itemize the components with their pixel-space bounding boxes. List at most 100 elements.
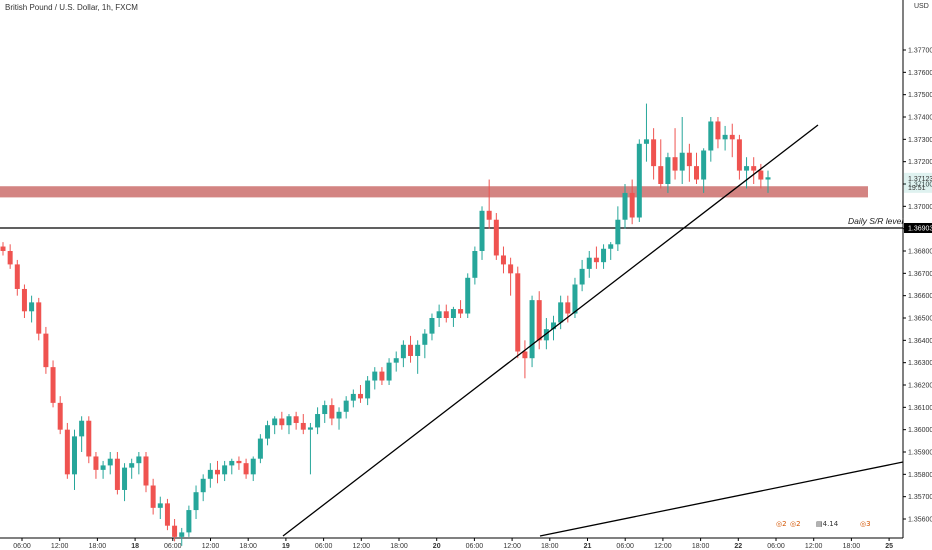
candle-body <box>315 414 321 428</box>
candle-body <box>715 121 721 140</box>
candle-body <box>329 405 335 419</box>
candle-body <box>179 532 185 537</box>
candle-body <box>558 302 564 323</box>
candle-body <box>343 400 349 412</box>
x-tick-label: 06:00 <box>616 543 634 550</box>
candle-body <box>186 510 192 533</box>
candle-body <box>658 166 664 184</box>
x-tick-label: 18:00 <box>541 543 559 550</box>
candle-body <box>21 288 27 312</box>
y-tick-label: 1.36500 <box>908 316 932 323</box>
candle-body <box>601 248 607 263</box>
candle-body <box>736 139 742 171</box>
candle-body <box>536 300 542 341</box>
x-tick-label: 12:00 <box>805 543 823 550</box>
candle-body <box>522 351 528 359</box>
x-tick-label: 18:00 <box>89 543 107 550</box>
y-tick-label: 1.37200 <box>908 159 932 166</box>
currency-label: USD <box>914 3 929 10</box>
x-tick-label: 18 <box>131 543 139 550</box>
event-icon-4[interactable]: ◎3 <box>860 520 871 528</box>
candle-body <box>622 192 628 220</box>
y-tick-label: 1.36700 <box>908 271 932 278</box>
x-tick-label: 12:00 <box>503 543 521 550</box>
candle-body <box>450 309 456 318</box>
candle-body <box>679 152 685 171</box>
candle-body <box>422 333 428 345</box>
event-icon-3[interactable]: ▤4.14 <box>816 520 839 528</box>
chart-title: British Pound / U.S. Dollar, 1h, FXCM <box>5 3 138 12</box>
current-price-label: 1.37123 <box>908 176 932 183</box>
candle-body <box>415 344 421 356</box>
candle-body <box>636 143 642 218</box>
candle-body <box>229 460 235 466</box>
price-tag-bg <box>904 172 932 193</box>
candle-body <box>157 503 163 508</box>
trendline-1 <box>282 124 819 537</box>
x-tick-label: 21 <box>584 543 592 550</box>
candle-body <box>615 219 621 245</box>
candle-body <box>193 492 199 511</box>
countdown-label: 19:51 <box>908 185 926 192</box>
x-tick-label: 18:00 <box>239 543 257 550</box>
candle-body <box>279 418 285 426</box>
candle-body <box>472 251 478 278</box>
candle-body <box>608 244 614 249</box>
candle-body <box>572 284 578 314</box>
candle-body <box>136 456 142 464</box>
candle-body <box>307 427 313 430</box>
candle-body <box>79 420 85 437</box>
candle-body <box>200 478 206 493</box>
y-tick-label: 1.35700 <box>908 494 932 501</box>
y-tick-label: 1.36000 <box>908 427 932 434</box>
candle-body <box>43 333 49 368</box>
candle-body <box>529 300 535 359</box>
candle-body <box>393 358 399 363</box>
candle-body <box>214 469 220 475</box>
candle-body <box>107 458 113 466</box>
candle-body <box>14 264 20 289</box>
event-icon-1[interactable]: ◎2 <box>776 520 787 528</box>
candle-body <box>436 311 442 318</box>
candle-body <box>665 157 671 184</box>
candle-body <box>250 458 256 475</box>
x-tick-label: 06:00 <box>466 543 484 550</box>
candle-body <box>64 429 70 475</box>
x-tick-label: 19 <box>282 543 290 550</box>
candle-body <box>765 177 771 180</box>
candle-body <box>357 393 363 399</box>
y-tick-label: 1.36300 <box>908 360 932 367</box>
y-tick-label: 1.36400 <box>908 338 932 345</box>
y-tick-label: 1.36800 <box>908 249 932 256</box>
candle-body <box>207 469 213 479</box>
candle-body <box>143 456 149 486</box>
x-tick-label: 06:00 <box>315 543 333 550</box>
candle-body <box>508 264 514 274</box>
y-tick-label: 1.37500 <box>908 92 932 99</box>
sr-price-tag-bg <box>904 222 932 233</box>
candle-body <box>365 380 371 399</box>
y-tick-label: 1.36600 <box>908 293 932 300</box>
candle-body <box>122 467 128 490</box>
candle-body <box>222 465 228 475</box>
candle-body <box>286 416 292 426</box>
sr-level-label: Daily S/R level <box>848 216 904 226</box>
candle-body <box>129 463 135 468</box>
x-tick-label: 18:00 <box>692 543 710 550</box>
candle-body <box>36 302 42 334</box>
x-tick-label: 06:00 <box>767 543 785 550</box>
y-tick-label: 1.37100 <box>908 182 932 189</box>
candle-body <box>400 344 406 359</box>
candle-body <box>322 405 328 415</box>
candle-body <box>265 425 271 439</box>
event-icon-2[interactable]: ◎2 <box>790 520 801 528</box>
candle-body <box>293 416 299 423</box>
candle-body <box>722 134 728 140</box>
candle-body <box>408 344 414 356</box>
candle-body <box>672 157 678 171</box>
candle-body <box>565 302 571 314</box>
candle-body <box>686 152 692 167</box>
candle-body <box>29 302 35 312</box>
